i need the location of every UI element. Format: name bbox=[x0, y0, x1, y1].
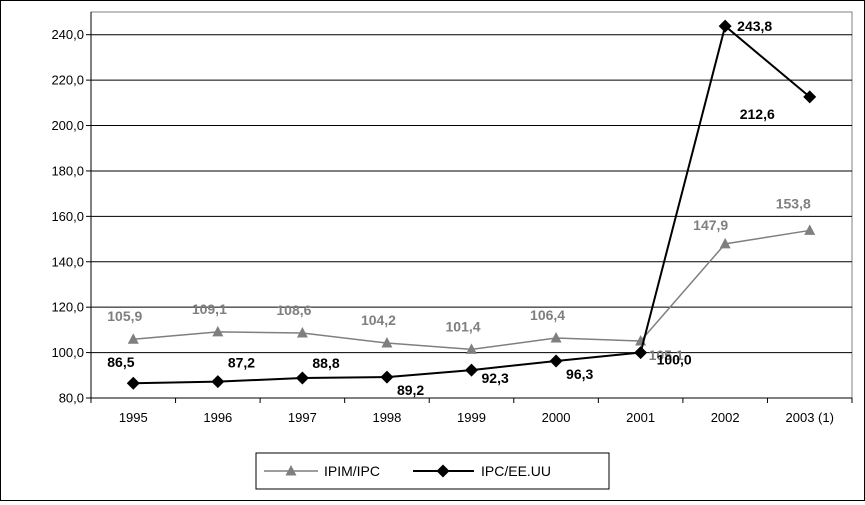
data-point-diamond bbox=[295, 371, 309, 385]
legend: IPIM/IPC IPC/EE.UU bbox=[255, 452, 610, 490]
y-tick-label: 100,0 bbox=[51, 345, 84, 360]
legend-marker-triangle bbox=[285, 465, 297, 476]
x-tick-label: 1997 bbox=[288, 410, 317, 425]
data-label: 92,3 bbox=[482, 370, 509, 386]
data-label: 105,1 bbox=[649, 347, 684, 363]
data-label: 147,9 bbox=[693, 217, 728, 233]
data-point-triangle bbox=[719, 237, 731, 249]
data-label: 109,1 bbox=[192, 301, 227, 317]
data-point-diamond bbox=[126, 376, 140, 390]
y-tick-label: 200,0 bbox=[51, 118, 84, 133]
data-point-diamond bbox=[380, 370, 394, 384]
data-point-diamond bbox=[634, 346, 648, 360]
data-label: 101,4 bbox=[446, 318, 481, 334]
data-label: 106,4 bbox=[530, 307, 565, 323]
data-label: 212,6 bbox=[740, 106, 775, 122]
data-label: 108,6 bbox=[276, 302, 311, 318]
x-tick-label: 2000 bbox=[542, 410, 571, 425]
x-tick-label: 1999 bbox=[457, 410, 486, 425]
data-label: 96,3 bbox=[566, 366, 593, 382]
data-label: 105,9 bbox=[107, 308, 142, 324]
y-tick-label: 80,0 bbox=[59, 391, 84, 406]
data-point-triangle bbox=[212, 325, 224, 337]
data-label: 100,0 bbox=[657, 352, 692, 368]
data-point-triangle bbox=[127, 333, 139, 344]
data-label: 88,8 bbox=[312, 355, 339, 371]
x-tick-label: 1998 bbox=[372, 410, 401, 425]
gridlines bbox=[91, 34, 852, 354]
plot-area bbox=[90, 11, 853, 399]
data-point-diamond bbox=[803, 90, 817, 104]
x-tick-label: 2002 bbox=[711, 410, 740, 425]
data-point-diamond bbox=[211, 375, 225, 389]
data-point-triangle bbox=[296, 327, 308, 338]
x-tick-label: 1996 bbox=[203, 410, 232, 425]
legend-marker-diamond bbox=[436, 464, 450, 478]
data-point-diamond bbox=[549, 354, 563, 368]
data-label: 89,2 bbox=[397, 382, 424, 398]
x-axis: 1995 1996 1997 1998 1999 2000 2001 2002 2003 (1) bbox=[90, 397, 853, 425]
y-tick-label: 120,0 bbox=[51, 300, 84, 315]
data-labels: 105,9 109,1 108,6 104,2 101,4 106,4 105,1 147,9… bbox=[107, 18, 811, 398]
data-point-triangle bbox=[381, 337, 393, 348]
data-point-triangle bbox=[550, 332, 562, 343]
data-label: 86,5 bbox=[107, 354, 134, 370]
data-label: 104,2 bbox=[361, 312, 396, 328]
series-ipc-ee-uu bbox=[126, 19, 817, 390]
x-tick-label: 2001 bbox=[626, 410, 655, 425]
legend-entry-ipim-ipc: IPIM/IPC bbox=[264, 463, 380, 479]
data-label: 153,8 bbox=[776, 195, 811, 211]
y-axis: 80,0 100,0 120,0 140,0 160,0 180,0 200,0 220,0 2… bbox=[51, 12, 92, 406]
data-label: 243,8 bbox=[737, 18, 772, 34]
legend-entry-ipc-ee-uu: IPC/EE.UU bbox=[413, 463, 551, 479]
data-label: 87,2 bbox=[228, 355, 255, 371]
y-tick-label: 180,0 bbox=[51, 163, 84, 178]
y-tick-label: 160,0 bbox=[51, 209, 84, 224]
legend-label: IPIM/IPC bbox=[324, 463, 380, 479]
y-tick-label: 220,0 bbox=[51, 73, 84, 88]
series-ipim-ipc bbox=[127, 224, 816, 354]
data-point-triangle bbox=[804, 224, 816, 235]
legend-label: IPC/EE.UU bbox=[481, 463, 551, 479]
y-tick-label: 140,0 bbox=[51, 254, 84, 269]
y-tick-label: 240,0 bbox=[51, 27, 84, 42]
x-tick-label: 1995 bbox=[119, 410, 148, 425]
data-point-diamond bbox=[465, 363, 478, 377]
x-tick-label: 2003 (1) bbox=[786, 410, 834, 425]
series-layer bbox=[126, 19, 817, 390]
data-point-diamond bbox=[718, 19, 732, 33]
plot-background bbox=[90, 11, 853, 399]
data-point-triangle bbox=[466, 343, 477, 354]
